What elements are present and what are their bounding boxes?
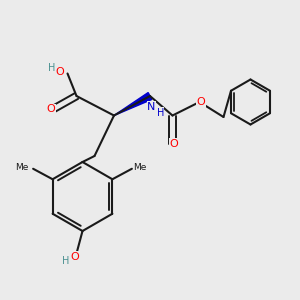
Text: O: O <box>70 251 80 262</box>
Text: O: O <box>56 67 64 77</box>
Text: Me: Me <box>134 163 147 172</box>
Text: H: H <box>48 63 56 73</box>
Text: O: O <box>196 97 206 107</box>
Text: Me: Me <box>15 163 28 172</box>
Polygon shape <box>114 93 152 116</box>
Text: O: O <box>46 104 56 115</box>
Text: H: H <box>62 256 70 266</box>
Text: N: N <box>147 101 156 112</box>
Text: O: O <box>169 139 178 149</box>
Text: H: H <box>157 107 164 118</box>
